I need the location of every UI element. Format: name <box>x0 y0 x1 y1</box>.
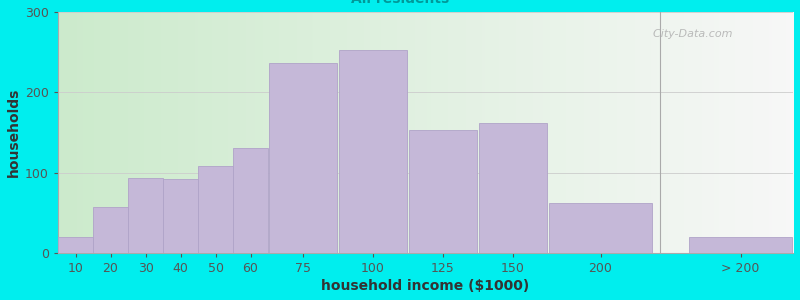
Bar <box>689 237 792 253</box>
Bar <box>234 148 268 253</box>
Y-axis label: households: households <box>7 88 21 177</box>
Bar <box>163 179 198 253</box>
Bar <box>338 50 407 253</box>
Bar <box>549 203 652 253</box>
Bar <box>478 123 547 253</box>
X-axis label: household income ($1000): household income ($1000) <box>322 279 530 293</box>
Bar <box>58 237 93 253</box>
Text: City-Data.com: City-Data.com <box>646 29 733 39</box>
Bar <box>128 178 162 253</box>
Bar <box>269 62 338 253</box>
Bar <box>409 130 478 253</box>
Bar <box>94 207 128 253</box>
Bar <box>198 166 233 253</box>
Text: All residents: All residents <box>351 0 449 6</box>
